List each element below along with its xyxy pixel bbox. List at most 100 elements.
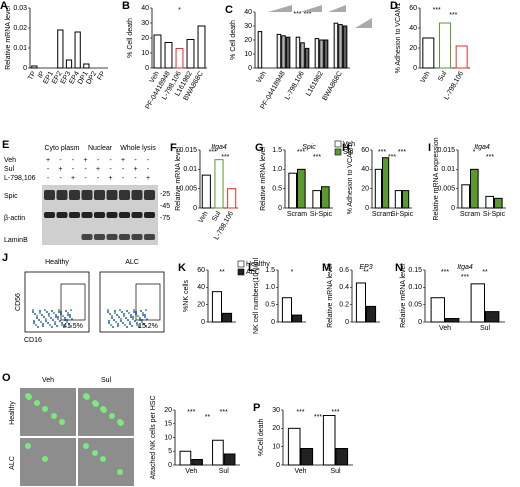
- x-tick-label: Si-Spic: [310, 211, 333, 218]
- y-tick-label: 20: [361, 186, 369, 193]
- x-tick-label: FP: [96, 70, 107, 82]
- sign: -: [47, 175, 50, 182]
- x-tick-label: Scram: [460, 211, 480, 218]
- event: [32, 309, 34, 311]
- event: [58, 311, 60, 313]
- nk-cell: [34, 400, 40, 406]
- nk-cell: [109, 413, 115, 419]
- sign: -: [84, 166, 87, 173]
- event: [133, 311, 135, 313]
- event: [32, 311, 34, 313]
- significance: ***: [449, 12, 457, 19]
- bar: [83, 63, 90, 69]
- event: [39, 312, 41, 314]
- group-label: ALC: [125, 259, 139, 266]
- y-tick-label: 0: [23, 65, 27, 72]
- event: [54, 321, 56, 323]
- event: [39, 310, 41, 312]
- event: [55, 314, 57, 316]
- event: [141, 321, 143, 323]
- event: [113, 319, 115, 321]
- event: [138, 326, 140, 328]
- panel-letter: B: [122, 0, 130, 12]
- event: [134, 320, 136, 322]
- blot-band: [81, 234, 93, 240]
- nk-cell: [100, 456, 106, 462]
- dose-wedge: [355, 18, 372, 28]
- legend-swatch: [237, 260, 245, 268]
- event: [62, 315, 64, 317]
- y-axis-label: %Cell death: [258, 419, 265, 457]
- event: [114, 312, 116, 314]
- y-tick-label: 0.01: [13, 45, 27, 52]
- bar: [402, 190, 410, 209]
- event: [143, 323, 145, 325]
- bar: [186, 39, 195, 69]
- bar: [175, 48, 184, 69]
- event: [137, 315, 139, 317]
- y-tick-label: 60: [361, 147, 369, 154]
- event: [43, 316, 45, 318]
- row-label: ALC: [9, 456, 16, 470]
- y-tick-label: 60: [197, 267, 205, 274]
- bar: [295, 36, 301, 69]
- y-tick-label: 40: [409, 25, 417, 32]
- row-label: Sul: [4, 166, 15, 173]
- event: [138, 324, 140, 326]
- event: [57, 316, 59, 318]
- bar: [445, 318, 460, 323]
- event: [126, 310, 128, 312]
- significance: ***: [296, 409, 304, 416]
- event: [121, 311, 123, 313]
- y-tick-label: 40: [141, 5, 149, 12]
- event: [45, 318, 47, 320]
- event: [142, 312, 144, 314]
- sign: -: [72, 166, 75, 173]
- bar: [191, 459, 203, 466]
- event: [111, 315, 113, 317]
- event: [45, 320, 47, 322]
- y-axis-label: Relative mRNA level: [327, 264, 334, 328]
- sign: -: [97, 175, 100, 182]
- event: [144, 316, 146, 318]
- bar: [333, 22, 339, 69]
- y-tick-label: 0.005: [437, 186, 455, 193]
- panel-letter: I: [428, 142, 431, 154]
- y-axis-label: % Adhesion to VCAM1: [395, 2, 402, 73]
- bar: [164, 42, 173, 69]
- event: [130, 316, 132, 318]
- bar: [292, 314, 303, 323]
- blot-band: [81, 212, 93, 218]
- significance: ***: [398, 149, 406, 156]
- blot-band: [69, 190, 80, 200]
- blot-band: [144, 234, 155, 240]
- event: [112, 326, 114, 328]
- nk-cell: [93, 401, 99, 407]
- panel-letter: H: [342, 142, 350, 154]
- mw-marker: -25: [160, 191, 170, 198]
- bar: [212, 439, 224, 466]
- y-tick-label: 30: [244, 23, 252, 30]
- sign: -: [134, 175, 137, 182]
- nk-cell: [51, 413, 57, 419]
- bar: [382, 157, 390, 209]
- significance: ***: [209, 149, 217, 156]
- y-tick-label: 0.15: [408, 267, 422, 274]
- bar: [470, 168, 479, 209]
- event: [63, 324, 65, 326]
- nk-cell: [84, 394, 90, 400]
- event: [136, 322, 138, 324]
- y-tick-label: 1.0: [272, 166, 282, 173]
- nk-cell: [92, 450, 98, 456]
- nk-cell: [83, 443, 89, 449]
- blot-band: [119, 234, 130, 240]
- sign: -: [72, 157, 75, 164]
- y-axis-label: Relative mRNA expression: [433, 137, 440, 220]
- event: [56, 325, 58, 327]
- event: [124, 324, 126, 326]
- y-tick-label: 1.5: [272, 147, 282, 154]
- significance: ***: [221, 154, 229, 161]
- flow-y-label: CD56: [15, 293, 22, 311]
- bar: [322, 415, 336, 466]
- event: [44, 309, 46, 311]
